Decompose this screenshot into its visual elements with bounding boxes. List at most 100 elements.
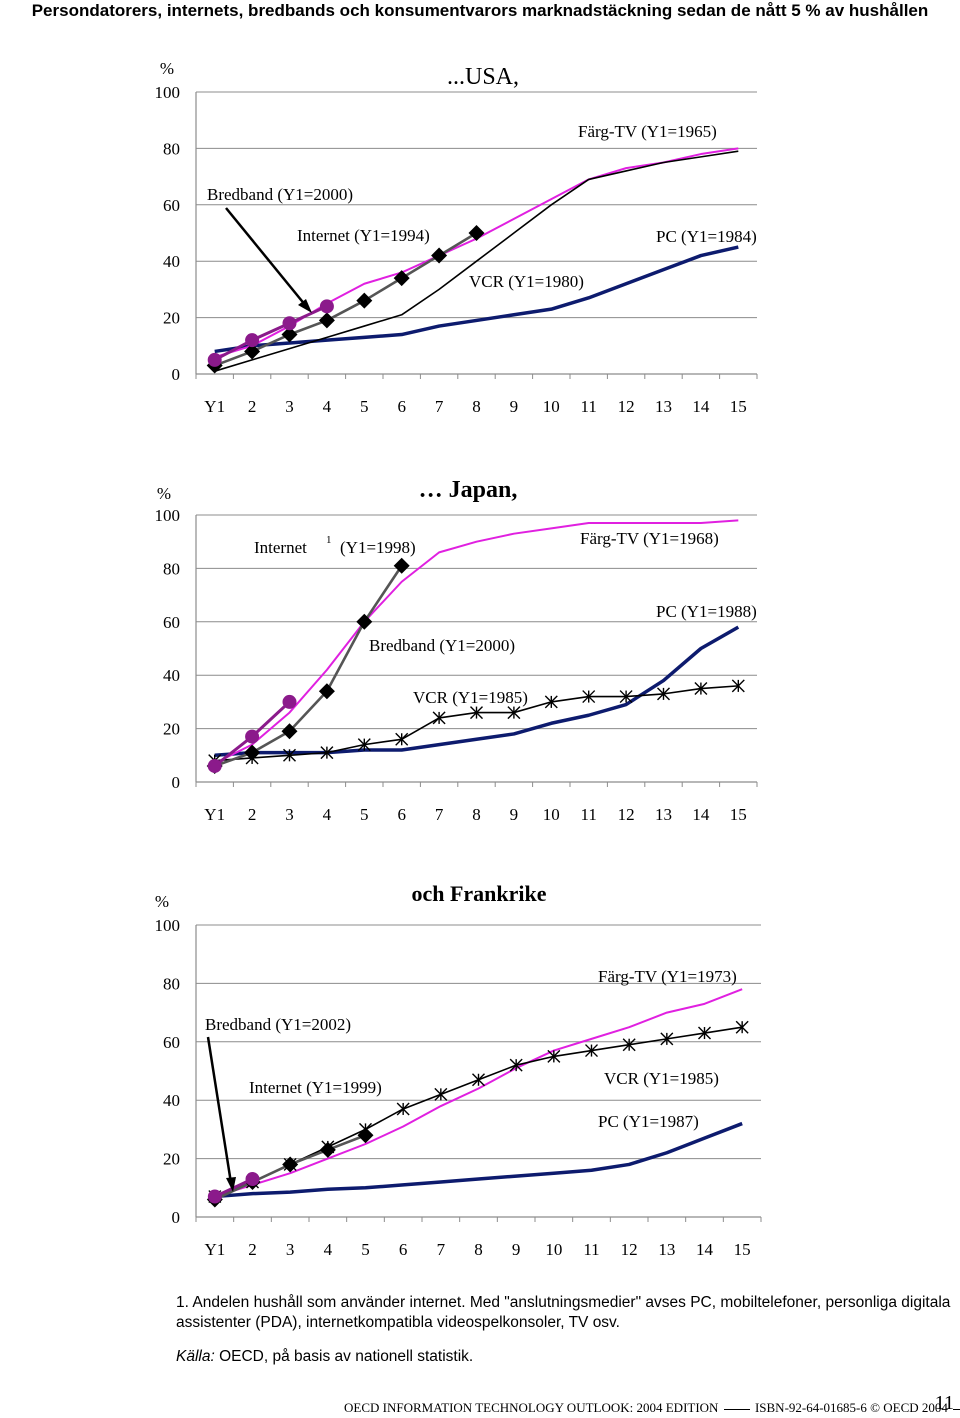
y-tick-label: 20 (163, 1150, 180, 1169)
y-axis-label: % (160, 59, 174, 78)
data-point-internet (356, 613, 373, 630)
data-point-vcr (396, 1102, 410, 1116)
y-tick-label: 20 (163, 720, 180, 739)
x-tick-label: 14 (692, 397, 710, 416)
source-text: OECD, på basis av nationell statistik. (214, 1348, 474, 1365)
data-point-internet (319, 1141, 336, 1158)
x-tick-label: 2 (248, 1240, 257, 1259)
data-point-vcr (507, 706, 521, 720)
data-point-vcr (547, 1049, 561, 1063)
annotation-vcr: VCR (Y1=1985) (604, 1069, 719, 1088)
x-tick-label: 4 (324, 1240, 333, 1259)
x-tick-label: Y1 (204, 397, 225, 416)
source-line: Källa: OECD, på basis av nationell stati… (176, 1347, 956, 1367)
data-point-vcr (657, 687, 670, 701)
y-tick-label: 60 (163, 613, 180, 632)
x-tick-label: 13 (655, 397, 672, 416)
data-point-broadband (245, 729, 260, 744)
data-point-vcr (735, 1020, 749, 1034)
data-point-vcr (395, 732, 409, 746)
x-tick-label: 3 (285, 397, 294, 416)
series-line-internet (214, 565, 403, 768)
y-tick-label: 40 (163, 252, 180, 271)
x-tick-label: 8 (472, 805, 481, 824)
page-title: Persondatorers, internets, bredbands och… (31, 1, 929, 20)
x-tick-label: 10 (543, 805, 560, 824)
y-tick-label: 60 (163, 196, 180, 215)
data-point-internet (393, 270, 410, 287)
x-tick-label: 13 (658, 1240, 675, 1259)
series-line-tv (214, 988, 743, 1198)
annotation-vcr: VCR (Y1=1980) (469, 272, 584, 291)
series-line-pc (214, 1121, 743, 1199)
x-tick-label: 10 (543, 397, 560, 416)
footer-copyright: © OECD 2004 (870, 1400, 948, 1415)
data-point-vcr (470, 706, 483, 720)
data-point-vcr (283, 748, 296, 762)
x-tick-label: 11 (581, 397, 597, 416)
data-point-internet (318, 683, 335, 700)
annotation-tv: Färg-TV (Y1=1968) (580, 529, 719, 548)
data-point-internet (281, 723, 298, 740)
footer-isbn: ISBN-92-64-01685-6 (754, 1400, 867, 1415)
x-tick-label: 15 (730, 805, 747, 824)
x-tick-label: 2 (248, 805, 257, 824)
broadband-arrow (225, 207, 312, 313)
y-tick-label: 80 (163, 974, 180, 993)
x-tick-label: 15 (730, 397, 747, 416)
data-point-broadband (282, 694, 297, 709)
y-tick-label: 60 (163, 1033, 180, 1052)
x-tick-label: 9 (512, 1240, 521, 1259)
annotation-pc: PC (Y1=1988) (656, 602, 757, 621)
data-point-vcr (698, 1026, 711, 1040)
footer-dash (723, 1408, 750, 1410)
annotation-internet: Internet (Y1=1994) (297, 226, 430, 245)
data-point-vcr (357, 738, 371, 752)
chart-japan: … Japan, % 0 20 40 60 80 100 Y1 2 3 4 5 6 7 8 9 10 11 12… (155, 477, 758, 824)
annotation-vcr: VCR (Y1=1985) (413, 688, 528, 707)
footer-dash (953, 1408, 960, 1410)
data-point-vcr (694, 682, 708, 696)
y-tick-label: 80 (163, 139, 180, 158)
data-point-broadband (207, 758, 222, 773)
series-line-pc (214, 245, 739, 354)
annotation-internet: Internet (Y1=1999) (249, 1078, 382, 1097)
annotation-tv: Färg-TV (Y1=1973) (598, 967, 737, 986)
data-point-broadband (207, 352, 222, 367)
annotation-internet-year: (Y1=1998) (340, 538, 416, 557)
data-point-internet (468, 225, 485, 241)
x-tick-label: 3 (286, 1240, 295, 1259)
chart-usa: ...USA, % 0 20 40 60 80 100 Y1 2 3 4 5 6 7 8 9 10 11 12 1… (155, 59, 758, 416)
data-point-vcr (582, 690, 596, 704)
data-point-internet (356, 292, 373, 309)
chart-title: … Japan, (419, 477, 518, 503)
data-point-vcr (585, 1044, 598, 1058)
source-label: Källa: (176, 1348, 215, 1365)
data-point-vcr (544, 695, 558, 709)
x-tick-label: 5 (361, 1240, 370, 1259)
page-footer: OECD INFORMATION TECHNOLOGY OUTLOOK: 200… (344, 1392, 960, 1418)
x-tick-label: 5 (360, 397, 369, 416)
x-tick-label: 4 (323, 805, 332, 824)
x-tick-label: 8 (474, 1240, 483, 1259)
y-tick-label: 0 (172, 365, 181, 384)
x-tick-label: 13 (655, 805, 672, 824)
annotation-broadband: Bredband (Y1=2000) (207, 185, 353, 204)
y-tick-label: 0 (172, 773, 181, 792)
data-point-vcr (432, 711, 446, 725)
x-tick-label: 10 (545, 1240, 562, 1259)
footer-publication: OECD INFORMATION TECHNOLOGY OUTLOOK: 200… (344, 1400, 719, 1415)
x-tick-label: 12 (618, 397, 635, 416)
x-tick-label: 7 (435, 805, 444, 824)
x-tick-label: 9 (510, 805, 519, 824)
series-line-internet (214, 231, 478, 367)
chart-title: ...USA, (447, 64, 519, 90)
data-point-broadband (319, 299, 334, 314)
x-tick-label: 7 (435, 397, 444, 416)
annotation-internet: Internet (254, 538, 307, 557)
x-tick-label: 4 (323, 397, 332, 416)
page-number: 11 (934, 1392, 954, 1414)
data-point-vcr (660, 1032, 674, 1046)
x-tick-label: 9 (510, 397, 519, 416)
